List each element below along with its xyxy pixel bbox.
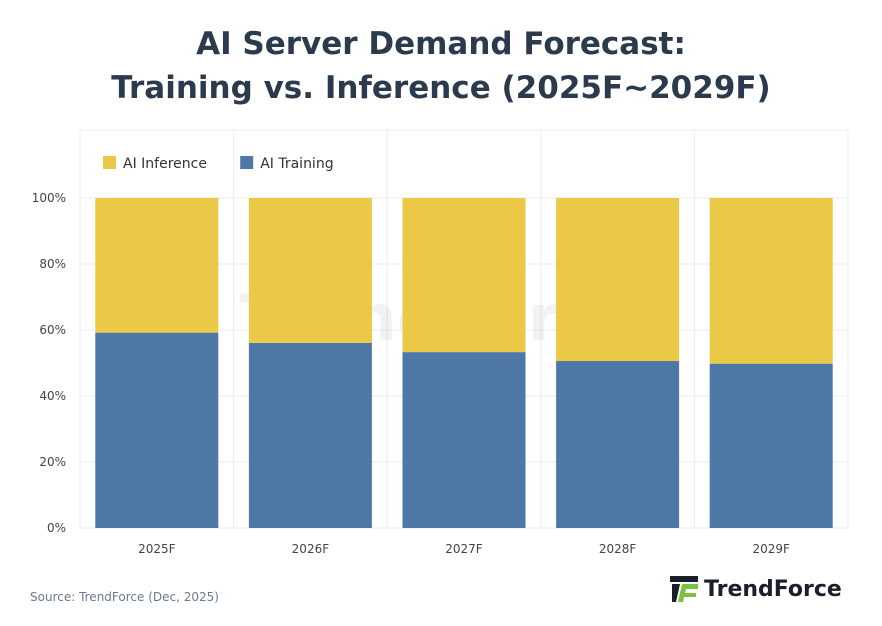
x-tick-label: 2029F <box>752 542 790 556</box>
bar-ai-training <box>248 342 372 528</box>
y-tick-label: 20% <box>39 455 66 469</box>
bar-ai-training <box>709 363 833 528</box>
bar-ai-training <box>556 361 680 528</box>
legend-swatch <box>103 156 116 169</box>
y-tick-label: 80% <box>39 257 66 271</box>
y-tick-label: 60% <box>39 323 66 337</box>
trendforce-logo: TrendForce <box>670 576 842 602</box>
y-tick-label: 0% <box>47 521 66 535</box>
bar-ai-inference <box>556 198 680 362</box>
title-line-1: AI Server Demand Forecast: <box>196 26 686 62</box>
x-tick-label: 2028F <box>599 542 637 556</box>
source-note: Source: TrendForce (Dec, 2025) <box>30 590 219 604</box>
bar-ai-inference <box>248 198 372 343</box>
bar-ai-inference <box>95 198 219 333</box>
chart-title: AI Server Demand Forecast: Training vs. … <box>0 22 882 110</box>
y-tick-label: 100% <box>32 191 66 205</box>
legend-label: AI Inference <box>123 156 207 172</box>
bar-ai-training <box>95 332 219 528</box>
trendforce-logo-icon <box>670 576 698 602</box>
y-tick-label: 40% <box>39 389 66 403</box>
title-line-2: Training vs. Inference (2025F~2029F) <box>111 70 771 106</box>
bar-ai-inference <box>402 198 526 353</box>
legend-label: AI Training <box>260 156 333 172</box>
x-tick-label: 2027F <box>445 542 483 556</box>
logo-text: TrendForce <box>704 576 842 602</box>
bar-ai-inference <box>709 198 833 364</box>
legend-swatch <box>240 156 254 169</box>
x-tick-label: 2026F <box>292 542 330 556</box>
bar-ai-training <box>402 352 526 528</box>
x-tick-label: 2025F <box>138 542 176 556</box>
